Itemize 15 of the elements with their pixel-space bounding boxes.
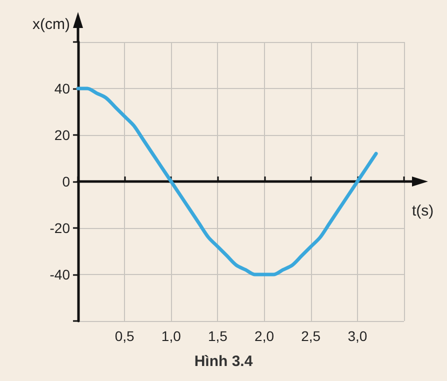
x-tick-label: 2,5 (301, 328, 321, 344)
x-tick-label: 3,0 (348, 328, 368, 344)
y-tick-label: -20 (50, 220, 70, 236)
x-tick-label: 1,0 (161, 328, 182, 344)
x-axis-title: t(s) (412, 202, 434, 220)
x-tick-label: 1,5 (208, 328, 228, 344)
y-tick-label: 40 (54, 80, 70, 96)
y-tick-label: -40 (50, 266, 70, 282)
y-tick-label: 20 (54, 127, 70, 143)
x-tick-label: 0,5 (114, 328, 135, 344)
x-tick-label: 2,0 (254, 328, 274, 344)
y-axis-title: x(cm) (32, 16, 70, 33)
line-series (76, 86, 378, 276)
y-tick-label: 0 (62, 174, 70, 190)
text: Hình 3.4 (194, 353, 254, 370)
